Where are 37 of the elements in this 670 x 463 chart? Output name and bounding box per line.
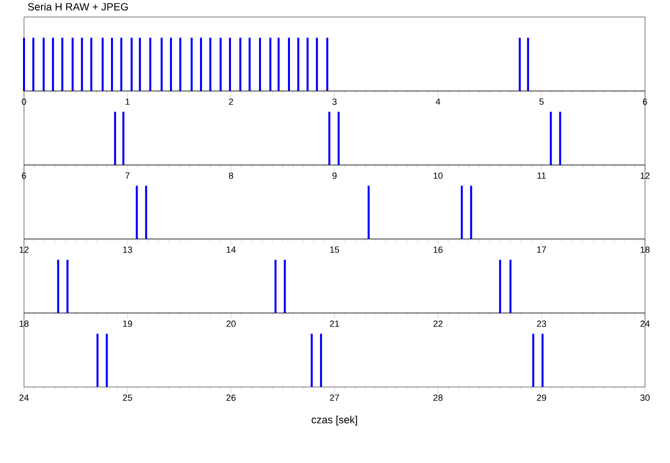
x-axis-title: czas [sek] bbox=[312, 416, 357, 426]
x-tick-label: 6 bbox=[22, 172, 26, 179]
x-tick-label: 13 bbox=[123, 246, 132, 253]
x-tick-label: 19 bbox=[123, 320, 132, 327]
x-tick-label: 5 bbox=[539, 98, 544, 105]
x-tick-label: 6 bbox=[642, 98, 648, 105]
x-tick-label: 25 bbox=[122, 394, 132, 401]
x-tick-label: 9 bbox=[332, 172, 337, 179]
x-tick-label: 27 bbox=[330, 394, 340, 401]
x-tick-label: 20 bbox=[226, 320, 236, 327]
x-tick-label: 21 bbox=[330, 320, 340, 327]
x-tick-label: 28 bbox=[433, 394, 443, 401]
x-tick-label: 12 bbox=[640, 172, 650, 179]
x-tick-label: 16 bbox=[434, 246, 443, 253]
x-tick-label: 12 bbox=[20, 246, 29, 253]
x-tick-label: 0 bbox=[22, 98, 26, 105]
x-tick-label: 23 bbox=[536, 320, 546, 327]
x-tick-label: 22 bbox=[433, 320, 443, 327]
x-tick-label: 30 bbox=[640, 394, 650, 401]
x-tick-label: 1 bbox=[126, 98, 130, 105]
x-tick-label: 14 bbox=[226, 246, 236, 253]
chart-title: Seria H RAW + JPEG bbox=[28, 2, 128, 11]
x-tick-label: 24 bbox=[19, 394, 29, 401]
x-tick-label: 15 bbox=[330, 246, 340, 253]
x-tick-label: 11 bbox=[538, 172, 546, 179]
x-tick-label: 7 bbox=[125, 172, 130, 179]
x-tick-label: 17 bbox=[537, 246, 546, 253]
x-tick-label: 4 bbox=[436, 98, 440, 105]
x-tick-label: 18 bbox=[20, 320, 29, 327]
x-tick-label: 2 bbox=[228, 98, 234, 105]
x-tick-label: 24 bbox=[640, 320, 650, 327]
x-tick-label: 8 bbox=[228, 172, 234, 179]
x-tick-label: 29 bbox=[536, 394, 546, 401]
x-tick-label: 3 bbox=[332, 98, 337, 105]
x-tick-label: 10 bbox=[434, 172, 443, 179]
x-tick-label: 18 bbox=[640, 246, 650, 253]
x-tick-label: 26 bbox=[226, 394, 236, 401]
